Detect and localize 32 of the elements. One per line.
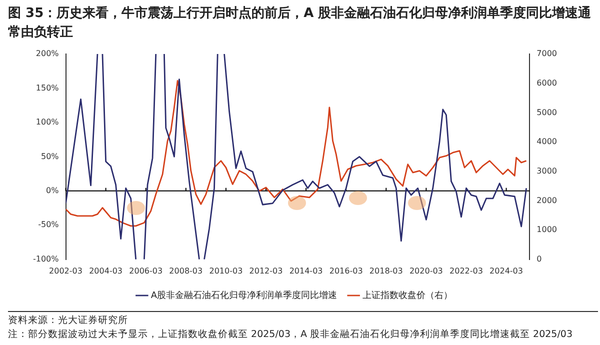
x-tick-label: 2018-03 xyxy=(369,266,403,276)
y-tick-label: 0% xyxy=(46,186,60,196)
y2-tick-label: 4000 xyxy=(536,137,557,146)
y-tick-label: -100% xyxy=(32,254,60,264)
y2-tick-label: 6000 xyxy=(536,78,557,88)
x-tick-label: 2004-03 xyxy=(89,266,123,276)
y2-tick-label: 7000 xyxy=(536,49,557,58)
text: 资料来源：光大证券研究所 xyxy=(8,314,129,328)
x-tick-label: 2006-03 xyxy=(129,266,163,276)
x-tick-label: 2016-03 xyxy=(329,266,363,276)
x-tick-label: 2014-03 xyxy=(289,266,323,276)
x-tick-label: 2024-03 xyxy=(490,266,523,276)
chart-title: 图 35：历史来看，牛市震荡上行开启时点的前后，A 股非金融石油石化归母净利润单季度同比增速通常由负转正 xyxy=(8,4,592,42)
y-tick-label: 150% xyxy=(36,83,60,92)
x-tick-label: 2022-03 xyxy=(450,266,483,276)
y2-tick-label: 3000 xyxy=(536,166,557,176)
y-tick-label: 200% xyxy=(36,49,60,58)
y2-tick-label: 1000 xyxy=(536,225,557,234)
y-tick-label: -50% xyxy=(38,220,60,230)
x-tick-label: 2010-03 xyxy=(209,266,243,276)
y-tick-label: 50% xyxy=(40,152,60,161)
text: 注：部分数据波动过大未予显示，上证指数收盘价截至 2025/03，A 股非金融石油石化归母净利润单季度同比增速截至 2025/03 xyxy=(8,328,574,342)
x-tick-label: 2012-03 xyxy=(249,266,283,276)
y-tick-label: 100% xyxy=(36,118,60,127)
x-tick-label: 2002-03 xyxy=(49,266,82,276)
x-tick-label: 2020-03 xyxy=(409,266,443,276)
y2-tick-label: 2000 xyxy=(536,196,557,205)
y2-tick-label: 0 xyxy=(536,254,542,264)
legend-label: A股非金融石油石化归母净利润单季度同比增速 xyxy=(150,290,338,301)
x-tick-label: 2008-03 xyxy=(169,266,203,276)
legend-label: 上证指数收盘价（右） xyxy=(362,290,453,301)
y2-tick-label: 5000 xyxy=(536,108,557,117)
